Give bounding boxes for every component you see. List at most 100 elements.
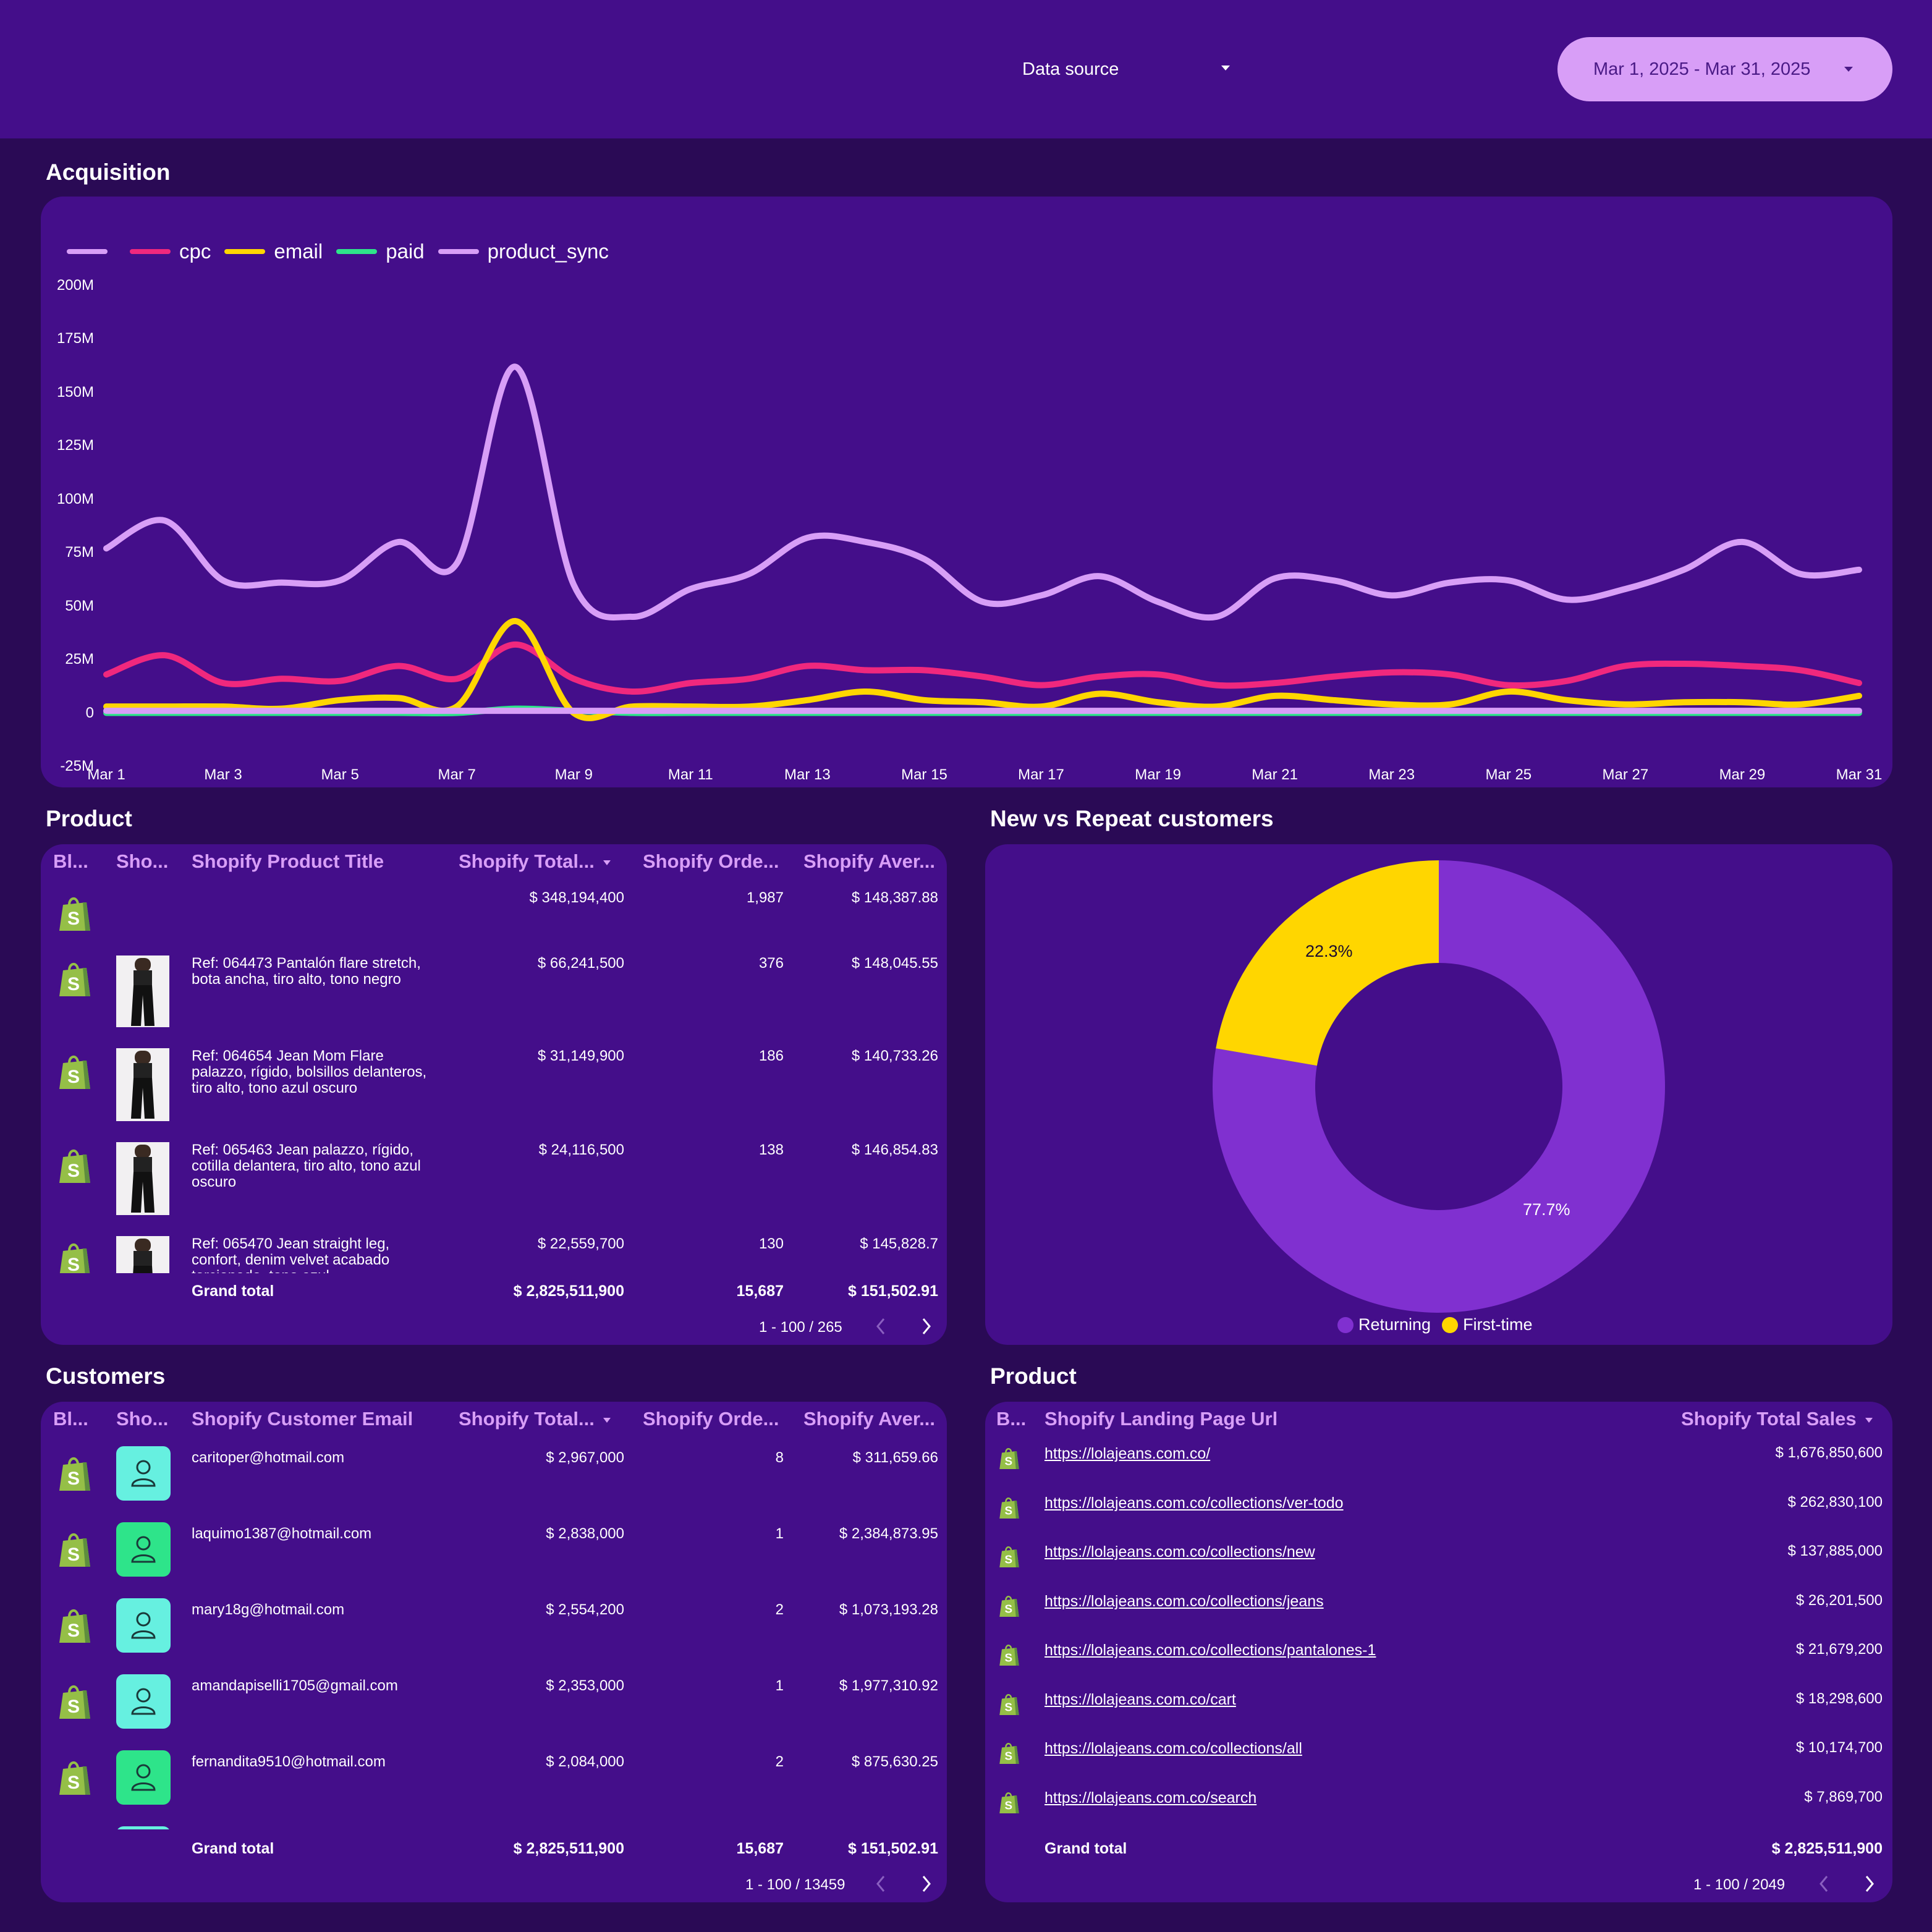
landing-total-sales: $ 137,885,000 — [1787, 1543, 1883, 1559]
product-orders: 130 — [758, 1235, 784, 1252]
landing-url-link[interactable]: https://lolajeans.com.co/cart — [1044, 1690, 1236, 1708]
landing-url-link[interactable]: https://lolajeans.com.co/collections/pan… — [1044, 1642, 1376, 1659]
landing-total-sales: $ 1,676,850,600 — [1775, 1444, 1883, 1461]
landing-url-link[interactable]: https://lolajeans.com.co/collections/jea… — [1044, 1592, 1324, 1610]
product-col-avg[interactable]: Shopify Aver... — [803, 850, 936, 872]
product-table-body[interactable]: S $ 348,194,400 1,987 $ 148,387.88 S Ref: 064… — [41, 880, 947, 1273]
series-line-product_sync[interactable] — [103, 363, 1862, 621]
customer-avatar-icon[interactable] — [116, 1750, 171, 1805]
data-source-caret-icon — [1221, 66, 1230, 70]
x-tick-label: Mar 15 — [901, 766, 947, 783]
landing-col-url[interactable]: Shopify Landing Page Url — [1044, 1408, 1278, 1430]
customer-avatar-icon[interactable] — [116, 1598, 171, 1653]
customer-total-sales: $ 2,554,200 — [546, 1601, 624, 1618]
legend-item-cpc[interactable]: cpc — [130, 240, 211, 263]
landing-url-link[interactable]: https://lolajeans.com.co/search — [1044, 1789, 1257, 1807]
legend-item-0[interactable] — [67, 249, 116, 254]
legend-item-email[interactable]: email — [224, 240, 323, 263]
legend-item-product-sync[interactable]: product_sync — [438, 240, 609, 263]
prev-page-icon[interactable] — [1815, 1871, 1833, 1896]
prev-page-icon[interactable] — [871, 1314, 890, 1339]
customer-avatar-icon[interactable] — [116, 1674, 171, 1729]
shopify-bag-icon: S — [59, 963, 90, 996]
customers-col-orders[interactable]: Shopify Orde... — [643, 1408, 779, 1430]
product-avg: $ 145,828.7 — [860, 1235, 938, 1252]
customers-col-blank[interactable]: Bl... — [53, 1408, 88, 1430]
customers-col-avg[interactable]: Shopify Aver... — [803, 1408, 936, 1430]
landing-total-sales: $ 18,298,600 — [1795, 1690, 1883, 1707]
first-time-pct-label: 22.3% — [1305, 942, 1353, 960]
product-col-image[interactable]: Sho... — [116, 850, 169, 872]
landing-total-sales: $ 26,201,500 — [1795, 1591, 1883, 1609]
legend-first-time[interactable]: First-time — [1463, 1315, 1533, 1334]
customer-email: caritoper@hotmail.com — [192, 1449, 345, 1466]
x-tick-label: Mar 3 — [204, 766, 242, 783]
next-page-icon[interactable] — [1860, 1871, 1879, 1896]
customer-avatar-icon[interactable] — [116, 1446, 171, 1501]
product-col-total-label: Shopify Total... — [459, 850, 595, 872]
product-title: Ref: 064654 Jean Mom Flare palazzo, rígi… — [192, 1048, 427, 1096]
landing-url-link[interactable]: https://lolajeans.com.co/collections/new — [1044, 1543, 1315, 1561]
prev-page-icon[interactable] — [871, 1871, 890, 1896]
customer-avg: $ 1,073,193.28 — [839, 1601, 938, 1618]
svg-text:S: S — [1004, 1455, 1012, 1468]
customers-col-image[interactable]: Sho... — [116, 1408, 169, 1430]
returning-pct-label: 77.7% — [1523, 1200, 1570, 1219]
landing-url-link[interactable]: https://lolajeans.com.co/ — [1044, 1445, 1211, 1462]
acquisition-legend: cpc email paid product_sync — [67, 240, 622, 263]
legend-swatch-email — [224, 249, 266, 254]
customers-grand-total-orders: 15,687 — [736, 1840, 784, 1857]
customer-total-sales: $ 2,084,000 — [546, 1753, 624, 1770]
product-thumbnail[interactable] — [116, 1236, 169, 1273]
product-thumbnail[interactable] — [116, 1048, 169, 1121]
y-tick-label: 25M — [65, 651, 94, 668]
product-col-title[interactable]: Shopify Product Title — [192, 850, 384, 872]
series-line-cpc[interactable] — [103, 641, 1862, 695]
product-col-total[interactable]: Shopify Total... — [459, 850, 611, 873]
customers-col-total[interactable]: Shopify Total... — [459, 1408, 611, 1430]
landing-total-sales: $ 7,869,700 — [1804, 1788, 1883, 1805]
product-orders: 376 — [758, 955, 784, 972]
customers-table-card — [41, 1402, 947, 1902]
customer-avatar-icon[interactable] — [116, 1826, 171, 1829]
product-col-orders[interactable]: Shopify Orde... — [643, 850, 779, 872]
legend-returning[interactable]: Returning — [1358, 1315, 1431, 1334]
series-line-email[interactable] — [103, 617, 1862, 721]
svg-text:S: S — [67, 1468, 80, 1489]
customer-avatar-icon[interactable] — [116, 1522, 171, 1577]
date-range-caret-icon — [1844, 67, 1853, 72]
product-thumbnail[interactable] — [116, 955, 169, 1027]
date-range-picker[interactable]: Mar 1, 2025 - Mar 31, 2025 — [1557, 37, 1892, 101]
customer-orders: 2 — [775, 1601, 784, 1618]
sort-desc-icon — [603, 860, 611, 865]
landing-col-blank[interactable]: B... — [996, 1408, 1027, 1430]
product-thumbnail[interactable] — [116, 1142, 169, 1215]
y-tick-label: 175M — [56, 330, 94, 347]
legend-label-product-sync: product_sync — [487, 240, 609, 263]
product-total-sales: $ 24,116,500 — [538, 1142, 624, 1158]
next-page-icon[interactable] — [917, 1314, 936, 1339]
landing-url-link[interactable]: https://lolajeans.com.co/collections/ver… — [1044, 1494, 1344, 1512]
next-page-icon[interactable] — [917, 1871, 936, 1896]
landing-url-link[interactable]: https://lolajeans.com.co/collections/all — [1044, 1740, 1302, 1757]
y-tick-label: 125M — [56, 437, 94, 454]
y-tick-label: 75M — [65, 544, 94, 561]
x-tick-label: Mar 23 — [1368, 766, 1415, 783]
customers-col-email[interactable]: Shopify Customer Email — [192, 1408, 413, 1430]
first-time-dot-icon — [1442, 1316, 1459, 1333]
shopify-bag-icon: S — [999, 1546, 1019, 1567]
customer-email: fernandita9510@hotmail.com — [192, 1753, 386, 1770]
donut-slice-returning[interactable] — [1213, 860, 1665, 1313]
donut-slice-first-time[interactable] — [1216, 860, 1439, 1066]
x-tick-label: Mar 7 — [438, 766, 476, 783]
product-col-blank[interactable]: Bl... — [53, 850, 88, 872]
legend-item-paid[interactable]: paid — [336, 240, 425, 263]
y-tick-label: 150M — [56, 383, 94, 400]
product-grand-total-label: Grand total — [192, 1282, 274, 1300]
customer-avg: $ 875,630.25 — [851, 1753, 938, 1770]
landing-col-total-label: Shopify Total Sales — [1681, 1408, 1857, 1430]
landing-col-total[interactable]: Shopify Total Sales — [1681, 1408, 1873, 1430]
svg-text:S: S — [67, 1773, 80, 1793]
data-source-control[interactable]: Data source — [1022, 56, 1230, 83]
